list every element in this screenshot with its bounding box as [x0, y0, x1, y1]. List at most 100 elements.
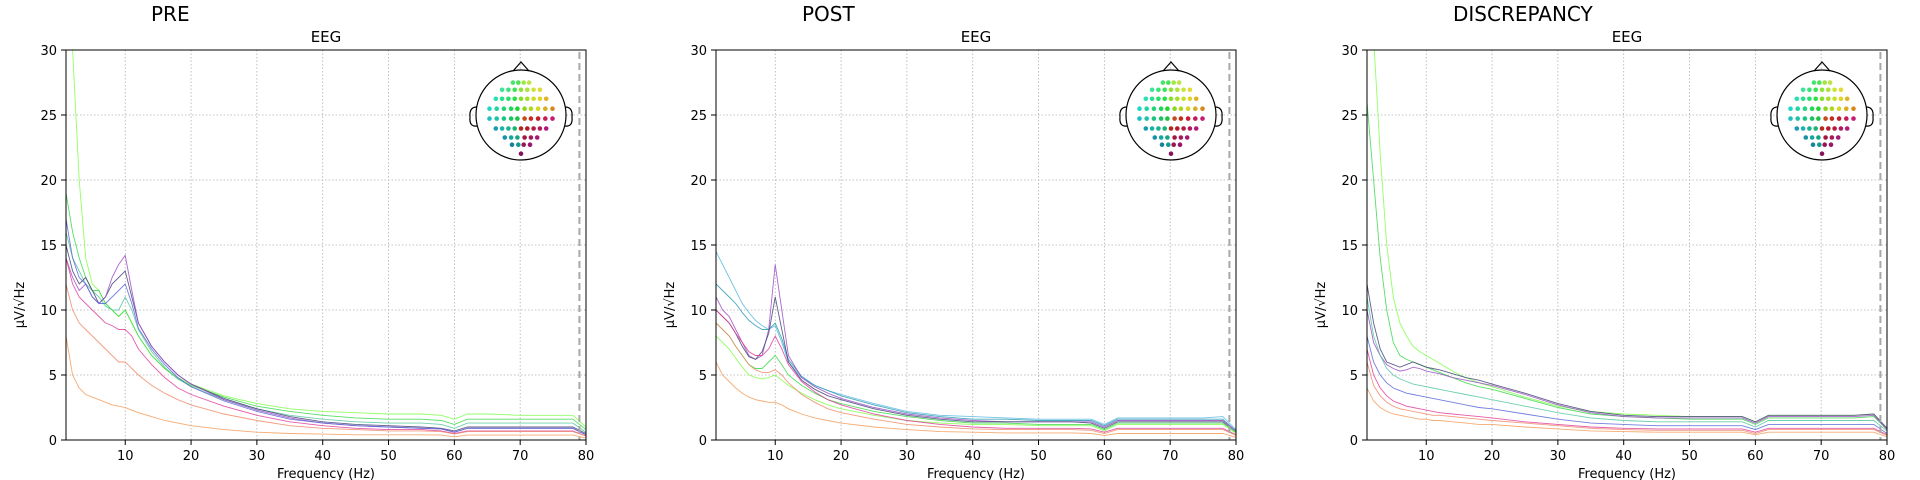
sensor-dot: [518, 87, 524, 93]
sensor-dot: [1168, 96, 1174, 102]
x-tick-label: 70: [1813, 449, 1830, 464]
sensor-dot: [1165, 135, 1170, 140]
sensor-dot: [543, 106, 548, 111]
x-tick-label: 60: [1747, 449, 1764, 464]
sensor-dot: [528, 106, 534, 111]
sensor-dot: [1181, 87, 1186, 93]
series-group: [716, 251, 1236, 438]
sensor-dot: [1172, 135, 1177, 140]
sensor-dot: [1158, 116, 1164, 121]
chart-panel-pre: 10 20 30 40 50 60 70 80 0 5 10 15 20 25 30 EEG Frequency…: [13, 28, 595, 480]
sensor-dot: [1168, 151, 1174, 156]
sensor-dot: [1817, 142, 1822, 147]
series-line: [716, 251, 1236, 430]
sensor-dot: [494, 106, 500, 111]
sensor-dot: [1193, 116, 1198, 121]
series-line: [66, 283, 586, 437]
sensor-dot: [1149, 126, 1155, 131]
y-tick-label: 5: [49, 369, 57, 384]
sensor-dot: [501, 116, 507, 121]
sensor-dot: [1844, 106, 1849, 111]
sensor-dot: [1184, 135, 1190, 140]
sensor-dot: [508, 135, 514, 140]
sensor-dot: [1149, 96, 1155, 102]
sensor-dot: [1844, 96, 1850, 102]
sensor-dot: [1838, 87, 1844, 93]
sensor-dot: [515, 135, 520, 140]
sensor-dot: [493, 126, 499, 131]
x-axis-label: Frequency (Hz): [277, 467, 375, 480]
sensor-dot: [1823, 116, 1828, 121]
series-line: [1367, 361, 1887, 436]
sensor-dot: [521, 142, 526, 147]
x-tick-label: 50: [1681, 449, 1698, 464]
sensor-head-inset: [1119, 61, 1223, 161]
figure-title-discrepancy: DISCREPANCY: [1453, 2, 1593, 26]
x-axis-label: Frequency (Hz): [1578, 467, 1676, 480]
sensor-dot: [1802, 116, 1808, 121]
sensor-dot: [494, 116, 500, 121]
sensor-dot: [528, 116, 534, 121]
sensor-dot: [1159, 142, 1165, 147]
sensor-dot: [1156, 87, 1161, 93]
series-line: [716, 335, 1236, 434]
nose-shape: [512, 61, 530, 72]
sensor-dot: [1794, 126, 1800, 131]
sensor-dot: [518, 126, 524, 131]
x-tick-label: 50: [380, 449, 397, 464]
sensor-dot: [1149, 87, 1155, 93]
series-line: [1367, 335, 1887, 434]
y-tick-label: 10: [40, 304, 57, 319]
chart-panel-post: 10 20 30 40 50 60 70 80 0 5 10 15 20 25 30 EEG Frequency…: [663, 28, 1244, 480]
series-line: [72, 50, 586, 428]
sensor-dot: [1788, 106, 1793, 111]
sensor-dot: [1176, 80, 1182, 85]
y-tick-label: 20: [40, 174, 57, 189]
x-tick-label: 60: [446, 449, 463, 464]
y-tick-label: 30: [40, 44, 57, 59]
left-ear-shape: [1770, 106, 1779, 127]
sensor-dot: [1193, 126, 1199, 131]
sensor-dot: [515, 116, 520, 121]
x-tick-label: 10: [1418, 449, 1435, 464]
chart-panel-discrepancy: 10 20 30 40 50 60 70 80 0 5 10 15 20 25 30 EEG Frequency…: [1314, 28, 1895, 480]
sensor-dot: [1137, 106, 1142, 111]
sensor-dot: [512, 87, 517, 93]
sensor-dot: [499, 126, 505, 131]
sensor-dot: [1826, 87, 1831, 93]
sensor-dot: [1832, 96, 1837, 102]
sensor-dot: [1829, 135, 1835, 140]
sensor-dot: [1175, 126, 1180, 131]
sensor-dot: [1836, 116, 1842, 121]
x-tick-label: 70: [1162, 449, 1179, 464]
sensor-dot: [499, 96, 505, 102]
axes-title: EEG: [1612, 28, 1643, 46]
sensor-dot: [537, 126, 543, 131]
x-tick-label: 80: [578, 449, 595, 464]
y-tick-label: 5: [699, 369, 707, 384]
sensor-dot: [516, 80, 521, 85]
y-tick-label: 30: [1341, 44, 1358, 59]
sensor-dot: [1838, 96, 1844, 102]
series-line: [1367, 387, 1887, 438]
series-line: [716, 283, 1236, 432]
y-tick-label: 20: [1341, 174, 1358, 189]
sensor-dot: [543, 96, 549, 102]
series-line: [1373, 50, 1887, 429]
x-tick-label: 10: [767, 449, 784, 464]
sensor-dot: [1187, 87, 1193, 93]
sensor-dot: [1168, 87, 1174, 93]
sensor-dot: [1836, 106, 1842, 111]
sensor-dot: [1156, 96, 1161, 102]
sensor-dot: [1193, 106, 1198, 111]
x-tick-label: 20: [183, 449, 200, 464]
sensor-dot: [531, 96, 536, 102]
sensor-dot: [537, 96, 543, 102]
sensor-dot: [506, 87, 511, 93]
sensor-dot: [1829, 116, 1835, 121]
sensor-dot: [1187, 126, 1193, 131]
sensor-dot: [518, 96, 524, 102]
sensor-dot: [1177, 142, 1183, 147]
sensor-dot: [1788, 116, 1793, 121]
sensor-dot: [508, 106, 514, 111]
